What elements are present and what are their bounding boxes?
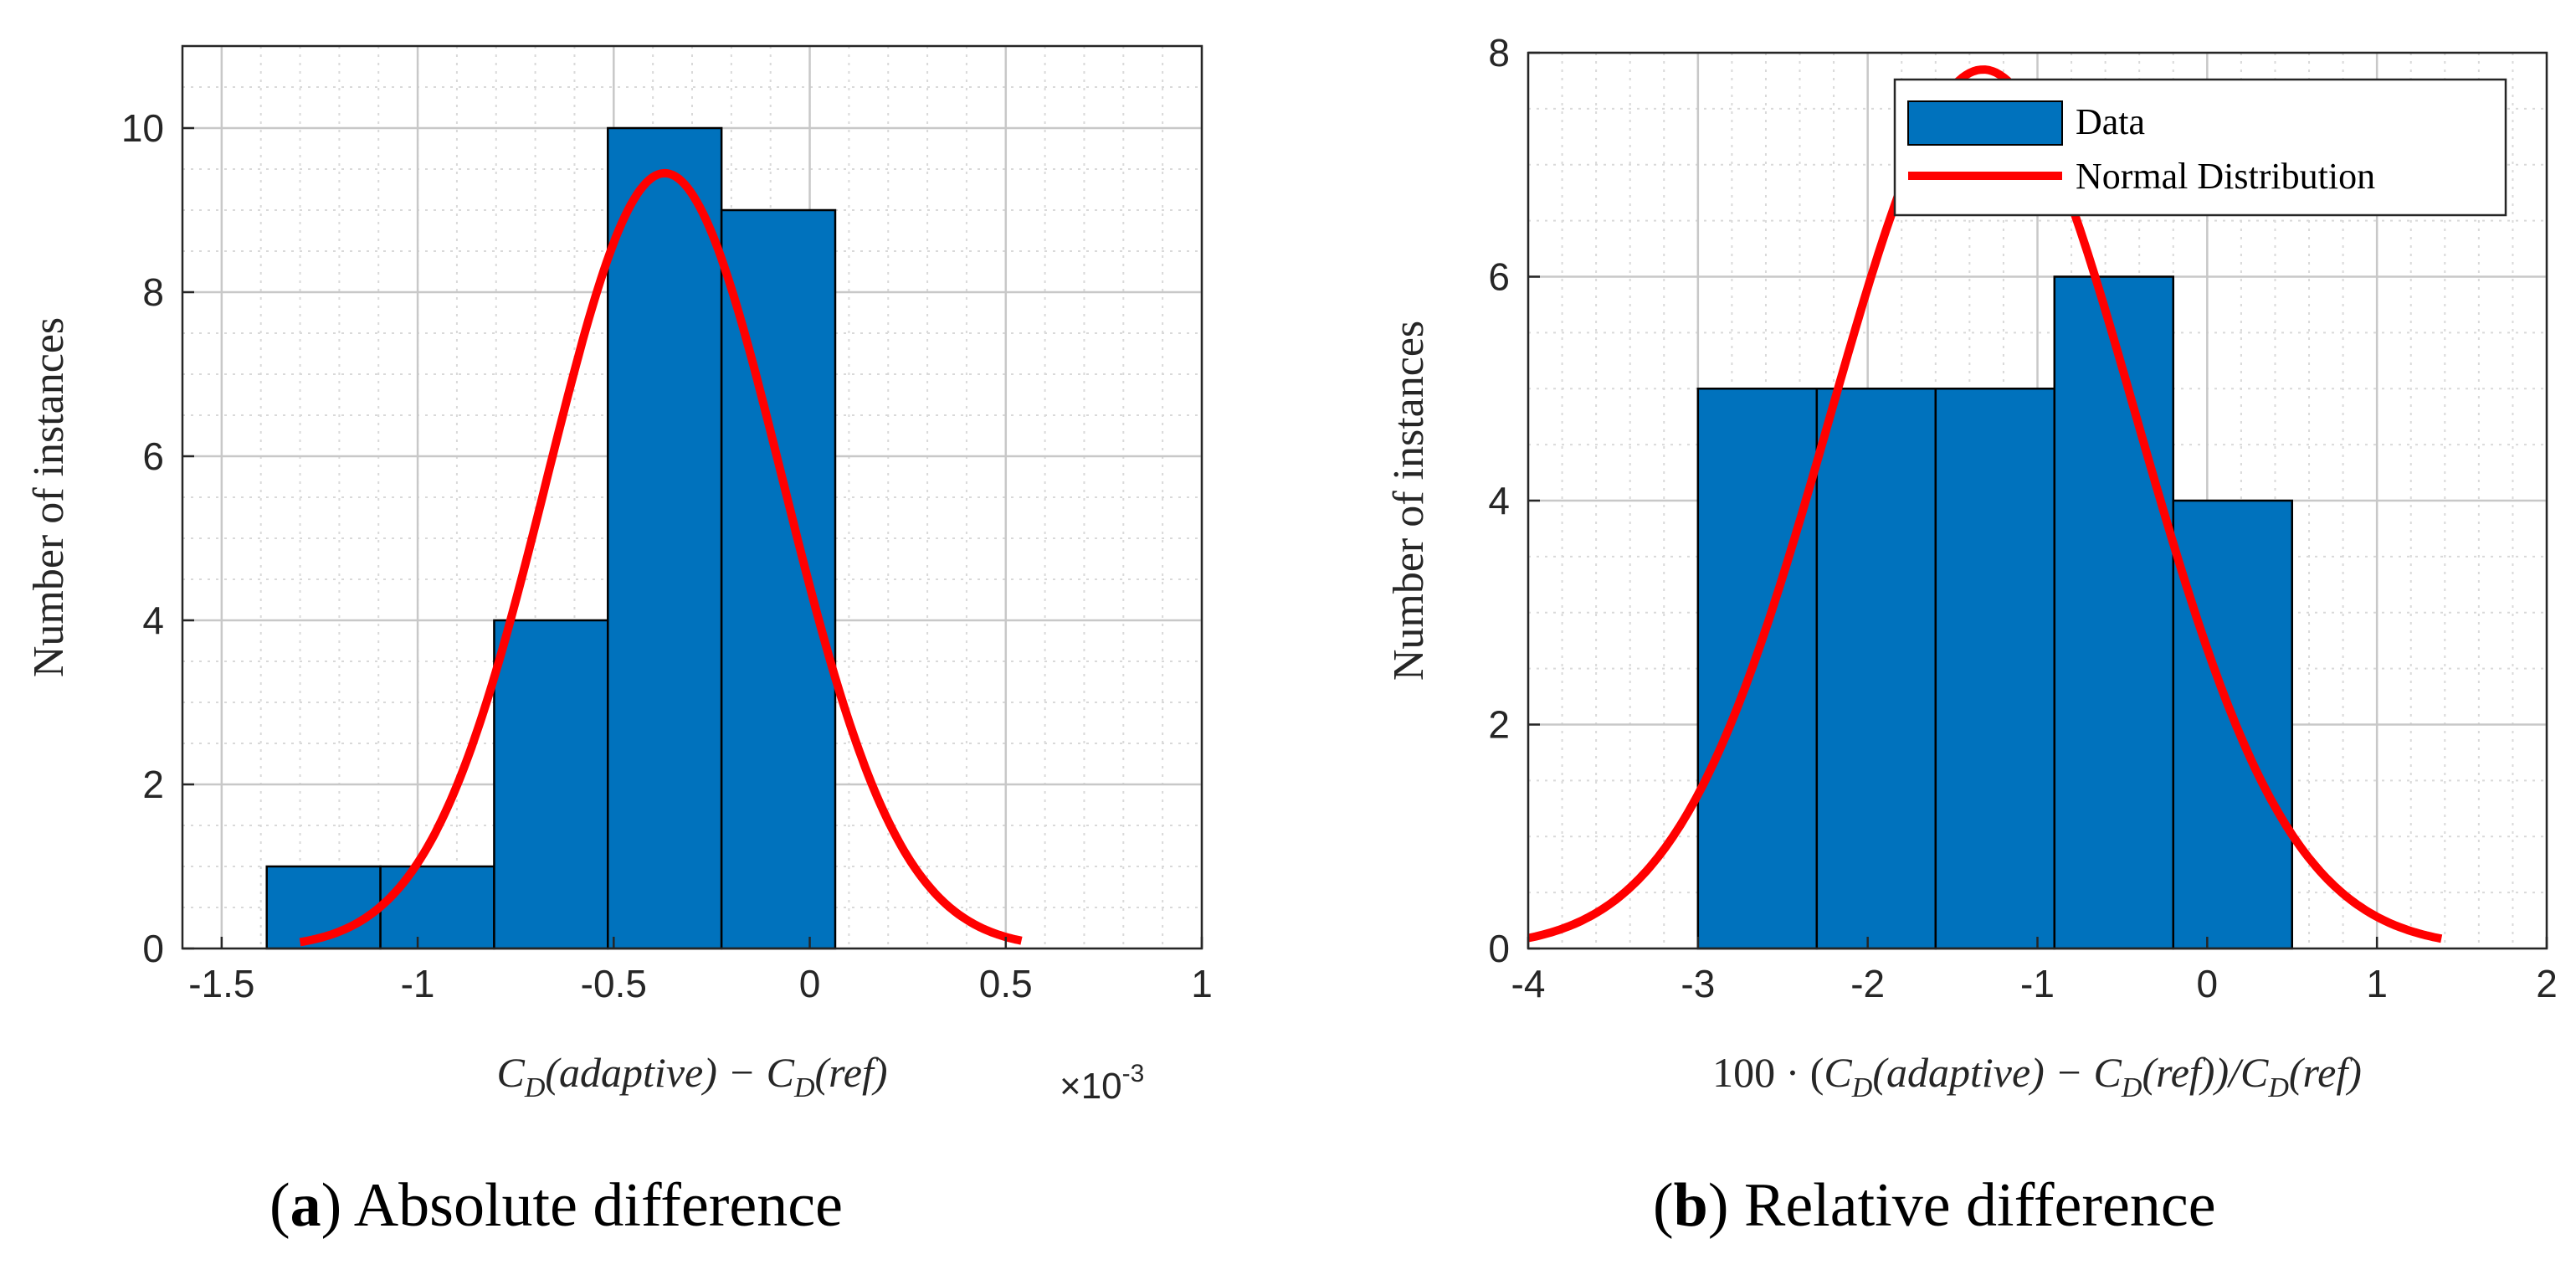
caption-a: (a) Absolute difference bbox=[269, 1171, 843, 1240]
histogram-bar bbox=[379, 865, 495, 950]
caption-b-label: b bbox=[1673, 1171, 1708, 1240]
x-tick-label: 1 bbox=[1191, 962, 1213, 1005]
y-tick-label: 4 bbox=[142, 599, 164, 642]
y-tick-label: 6 bbox=[1488, 255, 1510, 299]
x-tick-label: 0.5 bbox=[979, 962, 1033, 1005]
legend-swatch-data bbox=[1907, 100, 2063, 146]
normal-fit-curve-a bbox=[299, 168, 1023, 947]
x-tick-label: -1 bbox=[401, 962, 435, 1005]
caption-b-text: Relative difference bbox=[1728, 1171, 2216, 1240]
x-tick-label: -1.5 bbox=[188, 962, 254, 1005]
y-tick-label: 6 bbox=[142, 434, 164, 478]
y-tick-label: 4 bbox=[1488, 479, 1510, 522]
x-tick-label: -4 bbox=[1511, 962, 1546, 1005]
caption-b: (b) Relative difference bbox=[1653, 1171, 2216, 1240]
histogram-bar bbox=[1934, 388, 2056, 950]
histogram-bar bbox=[1815, 388, 1937, 950]
panel-b: -4 -3 -2 -1 0 1 2 0 2 4 6 8 Number of instances 100… bbox=[1385, 31, 2558, 1103]
histogram-bar bbox=[493, 619, 609, 950]
x-tick-label: -3 bbox=[1681, 962, 1715, 1005]
caption-a-text: Absolute difference bbox=[341, 1171, 843, 1240]
x-axis-multiplier-base: ×10 bbox=[1060, 1066, 1122, 1107]
caption-a-label: a bbox=[290, 1171, 321, 1240]
x-tick-label: -0.5 bbox=[581, 962, 647, 1005]
y-tick-label: 0 bbox=[142, 927, 164, 970]
x-tick-label: -1 bbox=[2020, 962, 2055, 1005]
legend-label-normal: Normal Distribution bbox=[2076, 156, 2375, 197]
x-axis-label-b: 100 · (CD(adaptive) − CD(ref))/CD(ref) bbox=[1712, 1049, 2362, 1103]
x-tick-label: 0 bbox=[2197, 962, 2219, 1005]
normal-fit-curve-b bbox=[1527, 65, 2443, 943]
y-tick-label: 0 bbox=[1488, 927, 1510, 970]
x-tick-label: 2 bbox=[2536, 962, 2558, 1005]
ticks-b: -4 -3 -2 -1 0 1 2 0 2 4 6 8 bbox=[1488, 31, 2557, 1005]
y-tick-label: 2 bbox=[1488, 703, 1510, 747]
x-axis-multiplier-exp: -3 bbox=[1122, 1060, 1145, 1087]
bars-b bbox=[1696, 275, 2293, 950]
legend-label-data: Data bbox=[2076, 101, 2145, 142]
y-tick-label: 8 bbox=[1488, 31, 1510, 75]
x-axis-label-a: CD(adaptive) − CD(ref) bbox=[496, 1049, 887, 1103]
axes-frame-a bbox=[181, 44, 1203, 950]
y-tick-label: 10 bbox=[121, 106, 164, 150]
histogram-bar bbox=[607, 126, 723, 950]
x-tick-label: -2 bbox=[1850, 962, 1885, 1005]
y-tick-label: 8 bbox=[142, 270, 164, 314]
histogram-bar bbox=[1696, 388, 1819, 950]
x-axis-multiplier: ×10-3 bbox=[1060, 1060, 1144, 1107]
legend: Data Normal Distribution bbox=[1893, 78, 2507, 217]
y-axis-label-a: Number of instances bbox=[25, 317, 73, 677]
x-tick-label: 1 bbox=[2366, 962, 2388, 1005]
x-tick-label: 0 bbox=[799, 962, 821, 1005]
y-axis-label-b: Number of instances bbox=[1385, 321, 1433, 681]
y-tick-label: 2 bbox=[142, 763, 164, 806]
histogram-bar bbox=[2053, 275, 2175, 950]
